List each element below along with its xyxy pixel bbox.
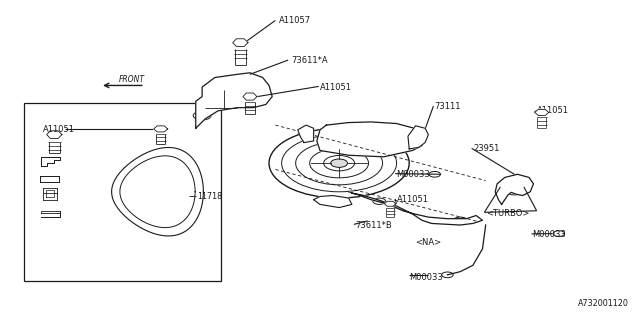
Polygon shape	[243, 93, 257, 100]
Polygon shape	[535, 109, 548, 116]
Polygon shape	[314, 196, 352, 208]
Polygon shape	[196, 73, 272, 128]
Polygon shape	[47, 131, 62, 139]
Polygon shape	[154, 126, 168, 132]
Text: A732001120: A732001120	[578, 299, 629, 308]
Text: 11718: 11718	[197, 192, 222, 201]
Text: 73611*B: 73611*B	[355, 220, 392, 229]
Text: 73111: 73111	[435, 101, 461, 111]
Polygon shape	[349, 192, 483, 225]
Polygon shape	[317, 122, 422, 157]
Polygon shape	[385, 201, 396, 206]
Text: 73611*A: 73611*A	[291, 56, 328, 65]
Text: A11051: A11051	[320, 83, 352, 92]
Text: <NA>: <NA>	[415, 238, 442, 247]
Text: 23951: 23951	[473, 144, 499, 153]
Polygon shape	[233, 39, 248, 46]
Polygon shape	[408, 126, 428, 149]
Text: M00033: M00033	[532, 230, 566, 239]
Bar	[24, 103, 221, 281]
Circle shape	[331, 159, 348, 167]
Text: M00033: M00033	[396, 170, 430, 179]
Text: A11057: A11057	[278, 16, 310, 25]
Text: A11051: A11051	[43, 125, 75, 134]
Circle shape	[269, 128, 409, 198]
Polygon shape	[495, 174, 534, 204]
Text: M00033: M00033	[409, 273, 443, 282]
Polygon shape	[298, 125, 314, 142]
Text: <TURBO>: <TURBO>	[486, 209, 529, 219]
Text: FRONT: FRONT	[119, 75, 145, 84]
Text: A11051: A11051	[396, 195, 428, 204]
Text: A11051: A11051	[537, 106, 569, 115]
